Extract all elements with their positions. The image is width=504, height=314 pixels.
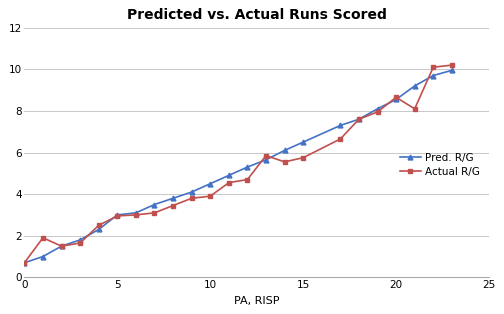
Actual R/G	[393, 95, 399, 99]
Actual R/G	[263, 154, 269, 158]
Actual R/G	[374, 110, 381, 114]
Actual R/G	[430, 65, 436, 69]
Pred. R/G	[77, 238, 83, 242]
Actual R/G	[207, 194, 213, 198]
Pred. R/G	[263, 158, 269, 162]
Actual R/G	[449, 63, 455, 67]
Actual R/G	[244, 178, 250, 181]
Title: Predicted vs. Actual Runs Scored: Predicted vs. Actual Runs Scored	[127, 8, 387, 22]
Actual R/G	[58, 244, 65, 248]
Actual R/G	[170, 204, 176, 208]
Actual R/G	[96, 224, 102, 227]
X-axis label: PA, RISP: PA, RISP	[234, 296, 279, 306]
Pred. R/G	[393, 98, 399, 101]
Actual R/G	[40, 236, 46, 240]
Actual R/G	[114, 214, 120, 218]
Line: Actual R/G: Actual R/G	[22, 63, 454, 265]
Legend: Pred. R/G, Actual R/G: Pred. R/G, Actual R/G	[396, 149, 484, 181]
Actual R/G	[356, 117, 362, 121]
Actual R/G	[337, 137, 343, 141]
Actual R/G	[151, 211, 157, 215]
Pred. R/G	[356, 117, 362, 121]
Pred. R/G	[244, 165, 250, 169]
Actual R/G	[412, 107, 418, 111]
Actual R/G	[77, 241, 83, 245]
Pred. R/G	[337, 124, 343, 127]
Pred. R/G	[188, 190, 195, 194]
Pred. R/G	[133, 211, 139, 215]
Pred. R/G	[170, 196, 176, 200]
Pred. R/G	[96, 228, 102, 231]
Actual R/G	[282, 160, 288, 164]
Pred. R/G	[114, 213, 120, 217]
Pred. R/G	[151, 203, 157, 206]
Pred. R/G	[207, 182, 213, 186]
Pred. R/G	[40, 255, 46, 258]
Actual R/G	[21, 261, 27, 265]
Pred. R/G	[58, 244, 65, 248]
Pred. R/G	[300, 140, 306, 144]
Actual R/G	[226, 181, 232, 185]
Pred. R/G	[374, 107, 381, 111]
Pred. R/G	[282, 149, 288, 152]
Pred. R/G	[412, 84, 418, 88]
Actual R/G	[133, 213, 139, 217]
Line: Pred. R/G: Pred. R/G	[22, 68, 454, 265]
Actual R/G	[300, 156, 306, 160]
Pred. R/G	[21, 261, 27, 265]
Pred. R/G	[430, 74, 436, 78]
Actual R/G	[188, 196, 195, 200]
Pred. R/G	[226, 174, 232, 177]
Pred. R/G	[449, 68, 455, 72]
